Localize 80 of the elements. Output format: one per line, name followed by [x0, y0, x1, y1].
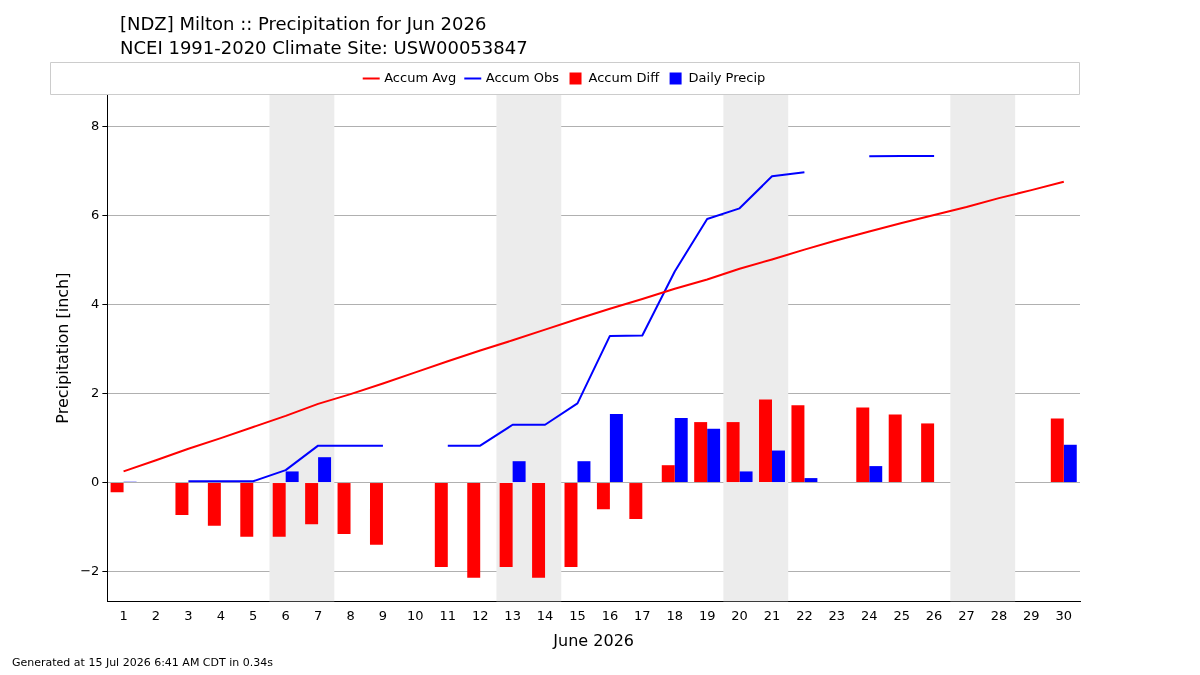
x-tick-label: 18 — [666, 608, 684, 624]
text: Generated at 15 Jul 2026 6:41 AM CDT in 0.34s — [12, 656, 273, 669]
x-tick-label: 26 — [925, 608, 943, 624]
x-tick-label: 1 — [119, 608, 128, 624]
bar — [512, 461, 526, 483]
bar — [564, 483, 578, 567]
legend-label: Daily Precip — [688, 69, 766, 85]
bar — [577, 461, 591, 483]
x-tick-label: 29 — [1023, 608, 1040, 624]
x-tick-label: 10 — [407, 608, 424, 624]
bar — [759, 399, 772, 483]
x-tick-label: 23 — [828, 608, 846, 624]
x-tick-label: 3 — [184, 608, 193, 624]
bar — [337, 483, 351, 535]
chart-subtitle: NCEI 1991-2020 Climate Site: USW00053847 — [120, 36, 528, 60]
x-tick-label: 11 — [439, 608, 457, 624]
bar — [175, 483, 189, 515]
bar — [694, 422, 708, 483]
legend-label: Accum Diff — [588, 69, 661, 85]
bar — [869, 466, 883, 483]
bar — [629, 483, 643, 519]
legend-label: Accum Obs — [485, 69, 560, 85]
x-tick-label: 14 — [536, 608, 554, 624]
y-axis-title: Precipitation [inch] — [52, 272, 72, 424]
x-tick-label: 30 — [1055, 608, 1073, 624]
legend-label: Accum Avg — [384, 69, 457, 85]
bar — [532, 483, 546, 578]
y-tick-label: 4 — [91, 296, 100, 312]
bar — [1050, 418, 1064, 483]
y-tick-label: 0 — [91, 473, 100, 489]
bar — [791, 405, 805, 483]
bar — [499, 483, 513, 567]
x-tick-label: 4 — [216, 608, 225, 624]
x-tick-label: 2 — [151, 608, 161, 624]
bar — [369, 483, 383, 545]
bar — [434, 483, 448, 567]
bar — [596, 483, 610, 510]
bar — [272, 483, 286, 537]
y-tick-label: 6 — [91, 207, 100, 223]
bar — [772, 450, 785, 483]
bar — [921, 423, 935, 483]
bar — [726, 422, 740, 483]
x-tick-label: 27 — [958, 608, 975, 624]
bar — [888, 414, 902, 483]
bar — [674, 418, 688, 483]
bar — [110, 483, 124, 493]
bar — [207, 483, 221, 526]
bar — [318, 457, 332, 483]
bar — [661, 465, 675, 483]
x-tick-label: 16 — [601, 608, 619, 624]
bar — [739, 471, 753, 483]
bar — [1063, 444, 1077, 483]
x-tick-label: 8 — [346, 608, 355, 624]
x-tick-label: 7 — [313, 608, 323, 624]
x-tick-label: 24 — [860, 608, 878, 624]
x-tick-label: 22 — [796, 608, 813, 624]
bar — [707, 428, 721, 483]
x-tick-label: 13 — [504, 608, 521, 624]
y-tick-label: 8 — [91, 118, 100, 134]
x-tick-label: 20 — [731, 608, 748, 624]
x-tick-label: 6 — [281, 608, 290, 624]
x-tick-label: 19 — [698, 608, 716, 624]
chart-title: [NDZ] Milton :: Precipitation for Jun 2026 — [120, 12, 487, 36]
bar — [856, 407, 870, 483]
x-tick-label: 15 — [569, 608, 586, 624]
bar — [240, 483, 254, 537]
x-tick-label: 9 — [378, 608, 388, 624]
x-tick-label: 21 — [763, 608, 781, 624]
bar — [467, 483, 481, 578]
x-tick-label: 5 — [249, 608, 258, 624]
bar — [804, 478, 818, 483]
bar — [305, 483, 319, 525]
x-tick-label: 12 — [471, 608, 489, 624]
x-tick-label: 25 — [893, 608, 910, 624]
y-tick-label: 2 — [91, 385, 100, 401]
x-tick-label: 17 — [634, 608, 651, 624]
bar — [609, 414, 623, 483]
y-tick-label: −2 — [80, 562, 100, 578]
x-tick-label: 28 — [990, 608, 1008, 624]
x-axis-title: June 2026 — [552, 630, 635, 650]
